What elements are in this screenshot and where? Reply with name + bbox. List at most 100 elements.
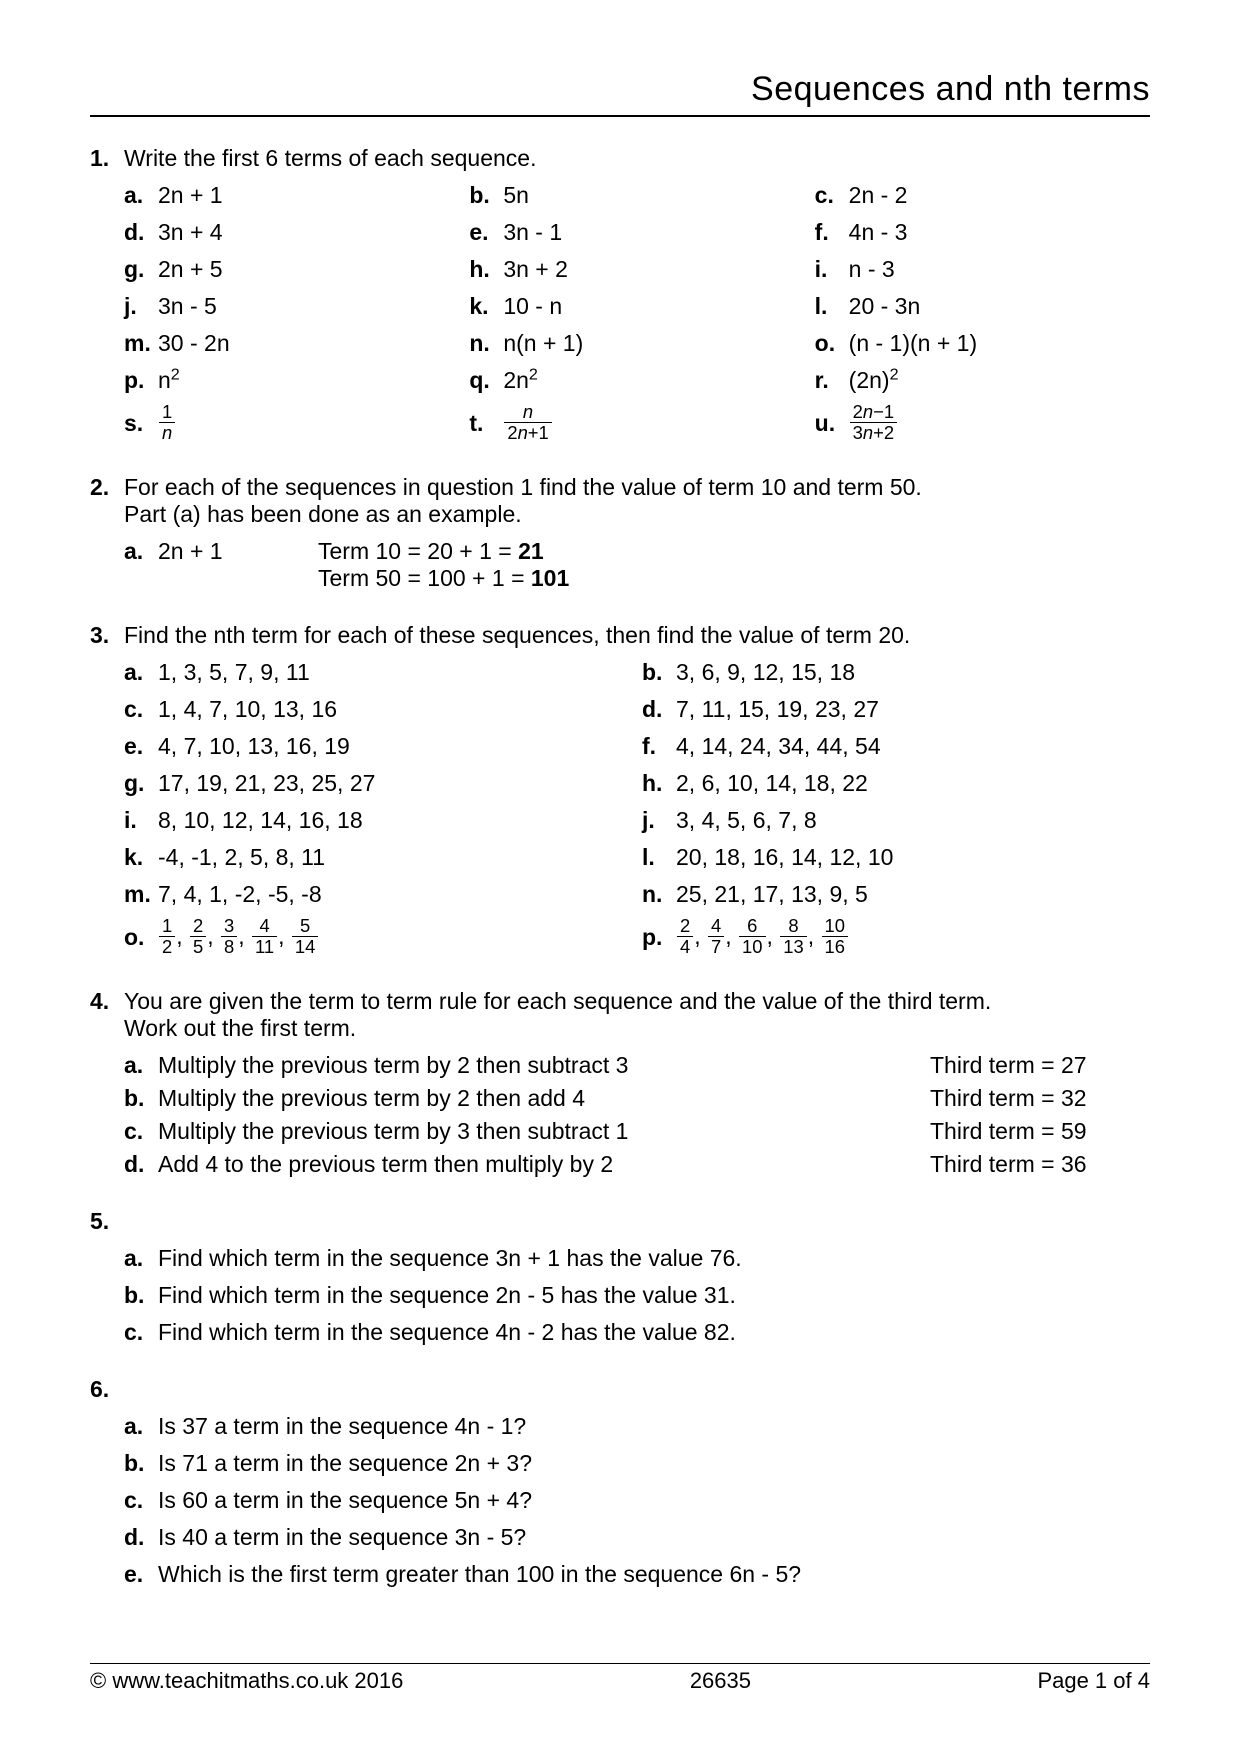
item-label: c. [124,1487,158,1514]
item-value: 17, 19, 21, 23, 25, 27 [158,770,632,797]
q6-number: 6. [90,1376,124,1403]
page-title: Sequences and nth terms [90,70,1150,109]
list-item: c.Find which term in the sequence 4n - 2… [124,1319,1150,1346]
item-label: j. [642,807,676,834]
item-value: -4, -1, 2, 5, 8, 11 [158,844,632,871]
item-rule: Multiply the previous term by 3 then sub… [158,1118,930,1145]
item-value: 1, 4, 7, 10, 13, 16 [158,696,632,723]
q6-items: a.Is 37 a term in the sequence 4n - 1?b.… [124,1413,1150,1588]
list-item: c.1, 4, 7, 10, 13, 16 [124,696,632,723]
item-label: d. [124,1524,158,1551]
list-item: e.Which is the first term greater than 1… [124,1561,1150,1588]
q2-ex-terms: Term 10 = 20 + 1 = 21 Term 50 = 100 + 1 … [318,538,1150,592]
item-value: 7, 11, 15, 19, 23, 27 [676,696,1150,723]
list-item: a.Find which term in the sequence 3n + 1… [124,1245,1150,1272]
item-term: Third term = 32 [930,1085,1150,1112]
item-text: Is 40 a term in the sequence 3n - 5? [158,1524,1150,1551]
item-label: l. [815,293,849,320]
list-item: i.8, 10, 12, 14, 16, 18 [124,807,632,834]
item-label: b. [124,1085,158,1112]
footer-left: © www.teachitmaths.co.uk 2016 [90,1668,403,1694]
q1-number: 1. [90,145,124,172]
item-label: c. [124,1118,158,1145]
item-label: a. [124,1245,158,1272]
item-value: 2, 6, 10, 14, 18, 22 [676,770,1150,797]
list-item: e.3n - 1 [469,219,804,246]
item-text: Find which term in the sequence 4n - 2 h… [158,1319,1150,1346]
item-value: 25, 21, 17, 13, 9, 5 [676,881,1150,908]
item-label: s. [124,410,158,437]
item-label: e. [124,733,158,760]
q5-items: a.Find which term in the sequence 3n + 1… [124,1245,1150,1346]
list-item: g.2n + 5 [124,256,459,283]
table-row: a.Multiply the previous term by 2 then s… [124,1052,1150,1079]
item-value: n(n + 1) [503,330,804,357]
item-value: 3n + 2 [503,256,804,283]
table-row: d.Add 4 to the previous term then multip… [124,1151,1150,1178]
list-item: a.2n + 1 [124,182,459,209]
item-label: a. [124,659,158,686]
item-value: 3n - 1 [503,219,804,246]
question-5: 5. a.Find which term in the sequence 3n … [90,1208,1150,1346]
list-item: t.n2n+1 [469,404,804,444]
list-item: d.Is 40 a term in the sequence 3n - 5? [124,1524,1150,1551]
item-value: 8, 10, 12, 14, 16, 18 [158,807,632,834]
item-label: a. [124,1413,158,1440]
list-item: j.3n - 5 [124,293,459,320]
item-text: Is 60 a term in the sequence 5n + 4? [158,1487,1150,1514]
list-item: n.n(n + 1) [469,330,804,357]
list-item: b.5n [469,182,804,209]
q2-example: a. 2n + 1 Term 10 = 20 + 1 = 21 Term 50 … [124,538,1150,592]
q3-number: 3. [90,622,124,649]
item-label: m. [124,330,158,357]
list-item: o.(n - 1)(n + 1) [815,330,1150,357]
q2-ex-term10: Term 10 = 20 + 1 = 21 [318,538,1150,565]
q5-number: 5. [90,1208,124,1235]
item-label: d. [124,219,158,246]
item-label: e. [469,219,503,246]
table-row: c.Multiply the previous term by 3 then s… [124,1118,1150,1145]
item-label: b. [469,182,503,209]
item-label: a. [124,182,158,209]
item-label: b. [642,659,676,686]
list-item: u.2n−13n+2 [815,404,1150,444]
item-value: 3n + 4 [158,219,459,246]
item-text: Is 71 a term in the sequence 2n + 3? [158,1450,1150,1477]
item-label: f. [642,733,676,760]
q2-ex-term50: Term 50 = 100 + 1 = 101 [318,565,1150,592]
item-label: p. [642,924,676,951]
q1-text: Write the first 6 terms of each sequence… [124,145,1150,172]
list-item: p.24, 47, 610, 813, 1016 [642,918,1150,958]
item-label: e. [124,1561,158,1588]
q4-line1: You are given the term to term rule for … [124,988,991,1014]
footer-right: Page 1 of 4 [1037,1668,1150,1694]
list-item: c.2n - 2 [815,182,1150,209]
item-label: h. [469,256,503,283]
question-6: 6. a.Is 37 a term in the sequence 4n - 1… [90,1376,1150,1588]
q2-line1: For each of the sequences in question 1 … [124,474,922,500]
q3-text: Find the nth term for each of these sequ… [124,622,1150,649]
item-label: b. [124,1450,158,1477]
item-label: k. [124,844,158,871]
item-label: o. [815,330,849,357]
q3-items: a.1, 3, 5, 7, 9, 11b.3, 6, 9, 12, 15, 18… [124,659,1150,958]
item-rule: Multiply the previous term by 2 then sub… [158,1052,930,1079]
page-header: Sequences and nth terms [90,70,1150,117]
footer-center: 26635 [690,1668,751,1694]
item-value: 1, 3, 5, 7, 9, 11 [158,659,632,686]
item-rule: Multiply the previous term by 2 then add… [158,1085,930,1112]
list-item: g.17, 19, 21, 23, 25, 27 [124,770,632,797]
item-value: 20 - 3n [849,293,1150,320]
item-label: t. [469,410,503,437]
item-value: n - 3 [849,256,1150,283]
item-value: 30 - 2n [158,330,459,357]
list-item: b.Find which term in the sequence 2n - 5… [124,1282,1150,1309]
item-label: i. [124,807,158,834]
item-term: Third term = 59 [930,1118,1150,1145]
item-label: n. [642,881,676,908]
item-value: 10 - n [503,293,804,320]
item-label: g. [124,770,158,797]
list-item: o.12, 25, 38, 411, 514 [124,918,632,958]
item-label: a. [124,1052,158,1079]
item-value: n2 [158,367,459,394]
